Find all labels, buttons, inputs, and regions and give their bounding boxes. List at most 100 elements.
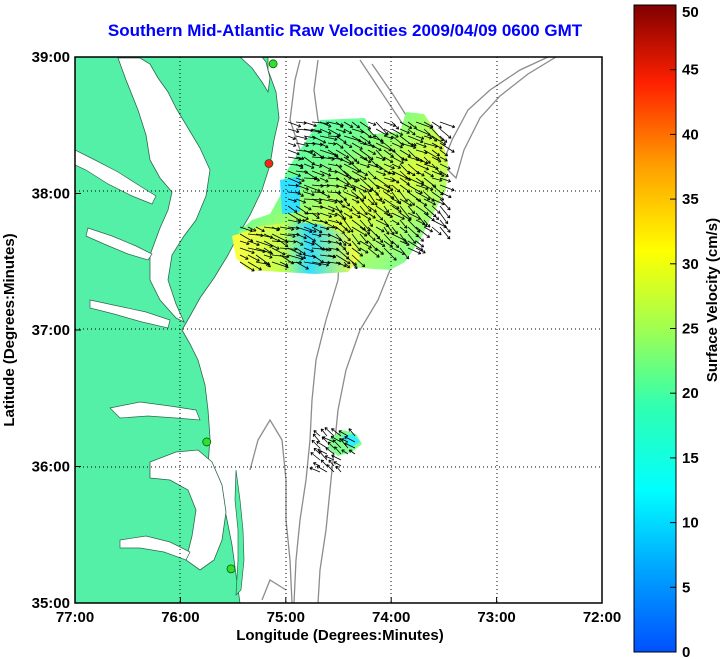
colorbar-tick-label: 20 (682, 385, 699, 402)
velocity-arrow (423, 149, 440, 160)
velocity-arrow (423, 219, 431, 228)
velocity-arrow (407, 233, 417, 244)
velocity-arrow (391, 219, 400, 225)
velocity-arrow (415, 149, 428, 155)
y-tick-label: 38:00 (32, 186, 70, 203)
velocity-arrow (423, 198, 436, 206)
velocity-arrow (399, 156, 408, 162)
velocity-arrow (407, 121, 417, 129)
velocity-arrow (407, 170, 416, 177)
velocity-arrow (431, 212, 440, 221)
velocity-arrow (399, 191, 408, 203)
velocity-arrow (375, 135, 384, 144)
velocity-arrow (423, 226, 433, 233)
velocity-arrow (313, 447, 321, 455)
velocity-arrow (423, 121, 434, 128)
velocity-arrow (319, 226, 330, 231)
colorbar-tick-label: 0 (682, 644, 690, 659)
velocity-arrow (343, 205, 353, 212)
velocity-arrow (407, 247, 422, 255)
velocity-arrow (351, 226, 368, 237)
x-tick-label: 75:00 (267, 609, 305, 626)
velocity-arrow (367, 233, 376, 242)
velocity-arrow (303, 163, 315, 169)
pamlico-sound (149, 449, 227, 571)
velocity-arrow (263, 247, 272, 254)
station-marker (264, 159, 274, 168)
velocity-arrow (351, 184, 367, 193)
velocity-arrow (295, 191, 304, 197)
velocity-arrow (295, 226, 313, 234)
velocity-arrow (338, 430, 349, 437)
velocity-arrow (359, 212, 372, 221)
velocity-arrow (287, 128, 300, 134)
x-tick-label: 73:00 (477, 609, 515, 626)
velocity-arrow (391, 156, 404, 164)
velocity-arrow (415, 156, 429, 165)
velocity-arrow (383, 170, 396, 176)
colorbar-tick-label: 40 (682, 126, 699, 143)
velocity-arrow (327, 198, 344, 204)
velocity-arrow (343, 226, 351, 233)
velocity-arrow (399, 240, 410, 246)
velocity-arrow (415, 219, 426, 226)
station-marker (202, 437, 212, 447)
velocity-arrow (367, 121, 377, 126)
velocity-arrow (319, 191, 331, 198)
velocity-arrow (312, 433, 321, 443)
velocity-arrow (415, 240, 425, 248)
y-tick-label: 37:00 (32, 322, 70, 339)
velocity-arrow (431, 205, 441, 214)
velocity-arrow (239, 261, 255, 272)
velocity-arrow (367, 212, 376, 219)
velocity-arrow (335, 149, 350, 159)
velocity-arrow (343, 219, 354, 233)
velocity-arrow (311, 177, 320, 182)
velocity-arrow (375, 191, 383, 201)
velocity-arrow (415, 247, 426, 254)
x-tick-label: 77:00 (56, 609, 94, 626)
james-river (89, 299, 171, 329)
colorbar-label: Surface Velocity (cm/s) (704, 218, 721, 382)
rappahannock-river (85, 227, 153, 261)
velocity-arrow (423, 170, 434, 178)
velocity-arrow (287, 219, 301, 224)
x-axis-ticks: 77:00 76:00 75:00 74:00 73:00 72:00 (56, 597, 621, 626)
velocity-arrow (375, 156, 386, 161)
velocity-arrow (407, 184, 423, 194)
velocity-arrow (255, 226, 265, 233)
velocity-arrow (335, 177, 350, 186)
velocity-arrow (391, 205, 402, 213)
velocity-arrow (399, 226, 408, 233)
velocity-arrow (407, 205, 416, 215)
velocity-arrow (407, 128, 416, 136)
velocity-arrow (263, 240, 280, 250)
velocity-arrow (287, 142, 297, 147)
radar-stations (202, 59, 278, 574)
velocity-arrow (359, 233, 369, 244)
colorbar (633, 4, 677, 653)
velocity-arrow (391, 128, 404, 136)
velocity-arrow (391, 177, 400, 184)
velocity-arrow (311, 128, 323, 134)
velocity-arrow (367, 198, 375, 206)
velocity-arrow (415, 142, 427, 148)
velocity-arrow (391, 212, 405, 220)
velocity-arrow (351, 247, 364, 257)
velocity-arrow (439, 149, 449, 157)
velocity-arrow (343, 233, 351, 242)
velocity-arrow (343, 240, 352, 246)
velocity-arrow (431, 149, 440, 157)
velocity-arrow (391, 226, 398, 235)
velocity-arrow (439, 163, 451, 170)
velocity-arrow (335, 142, 344, 149)
velocity-arrow (334, 446, 342, 455)
velocity-arrow (335, 254, 351, 265)
velocity-arrow (287, 239, 297, 244)
velocity-arrow (351, 198, 360, 204)
velocity-arrow (295, 261, 309, 270)
velocity-arrow (351, 254, 366, 268)
velocity-arrow (311, 439, 321, 449)
velocity-arrow (287, 149, 300, 156)
